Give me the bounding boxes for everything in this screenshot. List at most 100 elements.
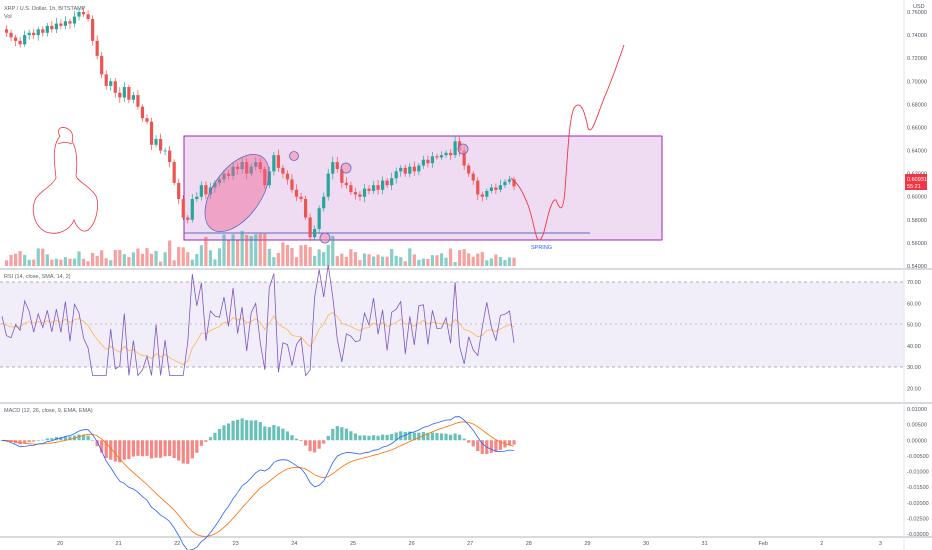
macd-hist-bar — [362, 435, 367, 441]
macd-title[interactable]: MACD (12, 26, close, 9, EMA, EMA) — [4, 408, 93, 414]
price-tick: 0.60000 — [907, 195, 927, 201]
candle-body — [335, 162, 339, 170]
candle-body — [403, 167, 407, 174]
volume-bar — [444, 257, 448, 266]
candle-body — [485, 190, 489, 197]
candle-body — [308, 217, 312, 238]
candle-body — [59, 23, 63, 26]
macd-hist-bar — [408, 431, 412, 441]
macd-hist-bar — [435, 433, 439, 441]
macd-hist-bar — [23, 440, 27, 444]
macd-hist-bar — [63, 436, 68, 441]
candle-body — [462, 150, 466, 166]
freehand-doodle[interactable] — [32, 127, 98, 234]
candle-body — [412, 166, 416, 172]
candle-body — [127, 87, 131, 100]
currency-label[interactable]: USD — [913, 4, 925, 10]
rsi-tick: 70.00 — [907, 280, 921, 286]
price-tick: 0.64000 — [907, 149, 927, 155]
volume-bar — [217, 248, 222, 266]
candle-body — [276, 155, 280, 168]
macd-hist-bar — [313, 440, 317, 453]
volume-bar — [394, 255, 398, 266]
macd-tick: -0.02000 — [907, 501, 929, 507]
candle-body — [217, 179, 222, 183]
candle-body — [376, 185, 380, 190]
macd-line — [1, 416, 515, 550]
price-tick: 0.54000 — [907, 264, 927, 270]
candle-body — [245, 162, 249, 174]
volume-bar — [59, 259, 63, 266]
marker-circle-1[interactable] — [289, 151, 299, 161]
freehand-doodle-head[interactable] — [57, 142, 73, 145]
macd-hist-bar — [236, 419, 240, 441]
rsi-title[interactable]: RSI (14, close, SMA, 14, 2) — [4, 274, 71, 280]
macd-hist-bar — [303, 440, 308, 446]
marker-circle-2[interactable] — [340, 162, 352, 174]
volume-bar — [172, 260, 176, 266]
volume-bar — [471, 256, 475, 266]
volume-bar — [77, 251, 81, 266]
volume-bar — [285, 244, 290, 266]
volume-bar — [27, 259, 31, 266]
candle-body — [36, 29, 40, 36]
macd-hist-bar — [118, 440, 122, 463]
volume-bar — [462, 249, 466, 266]
candle-body — [68, 21, 72, 24]
candle-body — [494, 187, 498, 190]
macd-hist-bar — [109, 440, 113, 460]
candle-body — [358, 194, 362, 197]
macd-hist-bar — [149, 440, 154, 459]
volume-bar — [263, 233, 267, 266]
volume-bar — [408, 248, 412, 266]
volume-bar — [358, 260, 362, 266]
candle-body — [54, 23, 58, 30]
macd-hist-bar — [439, 433, 444, 441]
candle-body — [507, 179, 512, 182]
macd-hist-bar — [204, 440, 208, 442]
macd-hist-bar — [353, 433, 358, 441]
time-tick: 2 — [820, 541, 823, 547]
candle-body — [186, 217, 190, 220]
candle-body — [467, 165, 471, 174]
price-tick: 0.66000 — [907, 125, 927, 131]
volume-bar — [367, 254, 371, 266]
volume-bar — [353, 252, 358, 266]
macd-hist-bar — [412, 432, 416, 441]
macd-hist-bar — [512, 440, 516, 445]
time-tick: 31 — [702, 541, 708, 547]
marker-circle-3[interactable] — [319, 232, 331, 244]
volume-bar — [154, 250, 158, 266]
volume-bar — [100, 250, 104, 266]
time-axis[interactable]: 20 21 22 23 24 25 26 27 28 29 30 31 Feb 2 3 — [57, 541, 882, 547]
macd-hist-bar — [140, 440, 145, 457]
range-box[interactable] — [183, 135, 663, 241]
volume-bar — [72, 258, 77, 266]
macd-hist-bar — [403, 431, 407, 441]
candle-body — [498, 185, 503, 190]
macd-hist-bar — [177, 440, 181, 461]
rsi-axis[interactable]: 70.00 60.00 50.00 40.00 30.00 20.00 — [907, 280, 921, 392]
candle-body — [489, 187, 493, 191]
time-tick: 30 — [643, 541, 649, 547]
volume-bar — [435, 255, 439, 266]
rsi-tick: 60.00 — [907, 301, 921, 307]
macd-hist-bar — [145, 440, 149, 456]
macd-tick: 0.00500 — [907, 423, 927, 429]
macd-axis[interactable]: 0.01000 0.00500 0.00000 -0.00500 -0.01000 -0.… — [907, 407, 929, 538]
volume-bar — [199, 245, 203, 266]
volume-bar — [349, 249, 353, 266]
price-tick: 0.76000 — [907, 10, 927, 16]
volume-bar — [45, 254, 49, 266]
highlight-ellipse[interactable] — [192, 143, 282, 243]
candle-body — [381, 180, 385, 190]
marker-circle-4[interactable] — [457, 143, 469, 155]
projection-path[interactable] — [510, 44, 625, 241]
macd-hist-bar — [36, 440, 40, 441]
candle-body — [172, 162, 176, 183]
candle-body — [340, 169, 344, 183]
candle-body — [349, 185, 353, 193]
candle-body — [86, 14, 90, 19]
candle-body — [344, 182, 348, 186]
